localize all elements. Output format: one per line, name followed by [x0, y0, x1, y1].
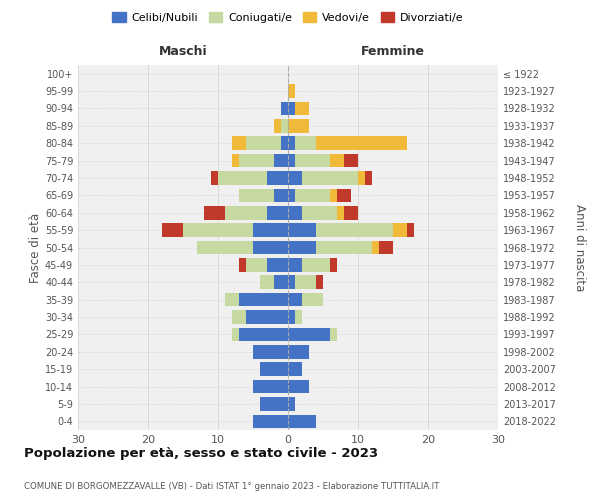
Bar	[197, 240, 253, 254]
Bar	[288, 397, 295, 410]
Bar	[330, 328, 337, 341]
Text: COMUNE DI BORGOMEZZAVALLE (VB) - Dati ISTAT 1° gennaio 2023 - Elaborazione TUTTI: COMUNE DI BORGOMEZZAVALLE (VB) - Dati IS…	[24, 482, 439, 491]
Bar	[232, 136, 246, 150]
Bar	[274, 154, 288, 168]
Bar	[316, 276, 323, 289]
Bar	[288, 136, 295, 150]
Bar	[260, 362, 288, 376]
Bar	[288, 224, 316, 237]
Bar	[316, 136, 407, 150]
Bar	[393, 224, 407, 237]
Bar	[253, 414, 288, 428]
Bar	[267, 206, 288, 220]
Bar	[316, 224, 393, 237]
Bar	[253, 240, 288, 254]
Bar	[232, 328, 239, 341]
Bar	[365, 171, 372, 185]
Bar	[295, 102, 309, 115]
Bar	[330, 258, 337, 272]
Bar	[260, 397, 288, 410]
Bar	[239, 258, 246, 272]
Bar	[211, 171, 218, 185]
Bar	[337, 206, 344, 220]
Bar	[246, 136, 281, 150]
Bar	[344, 206, 358, 220]
Bar	[295, 188, 330, 202]
Bar	[288, 293, 302, 306]
Bar	[302, 206, 337, 220]
Bar	[239, 328, 288, 341]
Bar	[225, 293, 239, 306]
Y-axis label: Anni di nascita: Anni di nascita	[572, 204, 586, 291]
Text: Popolazione per età, sesso e stato civile - 2023: Popolazione per età, sesso e stato civil…	[24, 448, 378, 460]
Bar	[281, 119, 288, 132]
Bar	[162, 224, 183, 237]
Legend: Celibi/Nubili, Coniugati/e, Vedovi/e, Divorziati/e: Celibi/Nubili, Coniugati/e, Vedovi/e, Di…	[108, 8, 468, 28]
Bar	[288, 84, 295, 98]
Text: Maschi: Maschi	[158, 45, 208, 58]
Bar	[239, 293, 288, 306]
Bar	[225, 206, 267, 220]
Bar	[274, 276, 288, 289]
Bar	[337, 188, 351, 202]
Bar	[260, 276, 274, 289]
Bar	[288, 414, 316, 428]
Bar	[295, 310, 302, 324]
Bar	[183, 224, 253, 237]
Bar	[344, 154, 358, 168]
Bar	[288, 188, 295, 202]
Bar	[358, 171, 365, 185]
Bar	[232, 154, 239, 168]
Bar	[281, 136, 288, 150]
Bar	[330, 154, 344, 168]
Bar	[253, 380, 288, 394]
Bar	[232, 310, 246, 324]
Bar	[204, 206, 225, 220]
Bar	[302, 171, 358, 185]
Bar	[239, 154, 274, 168]
Text: Femmine: Femmine	[361, 45, 425, 58]
Bar	[246, 258, 267, 272]
Bar	[288, 119, 309, 132]
Bar	[288, 171, 302, 185]
Bar	[288, 102, 295, 115]
Bar	[288, 154, 295, 168]
Bar	[274, 119, 281, 132]
Bar	[295, 136, 316, 150]
Bar	[246, 310, 288, 324]
Bar	[288, 362, 302, 376]
Bar	[288, 310, 295, 324]
Bar	[288, 206, 302, 220]
Bar	[253, 345, 288, 358]
Bar	[295, 276, 316, 289]
Bar	[372, 240, 379, 254]
Bar	[288, 258, 302, 272]
Bar	[239, 188, 274, 202]
Bar	[316, 240, 372, 254]
Bar	[295, 154, 330, 168]
Bar	[267, 258, 288, 272]
Y-axis label: Fasce di età: Fasce di età	[29, 212, 42, 282]
Bar	[267, 171, 288, 185]
Bar	[302, 258, 330, 272]
Bar	[288, 276, 295, 289]
Bar	[253, 224, 288, 237]
Bar	[218, 171, 267, 185]
Bar	[274, 188, 288, 202]
Bar	[330, 188, 337, 202]
Bar	[288, 240, 316, 254]
Bar	[288, 345, 309, 358]
Bar	[302, 293, 323, 306]
Bar	[288, 380, 309, 394]
Bar	[281, 102, 288, 115]
Bar	[379, 240, 393, 254]
Bar	[407, 224, 414, 237]
Bar	[288, 328, 330, 341]
